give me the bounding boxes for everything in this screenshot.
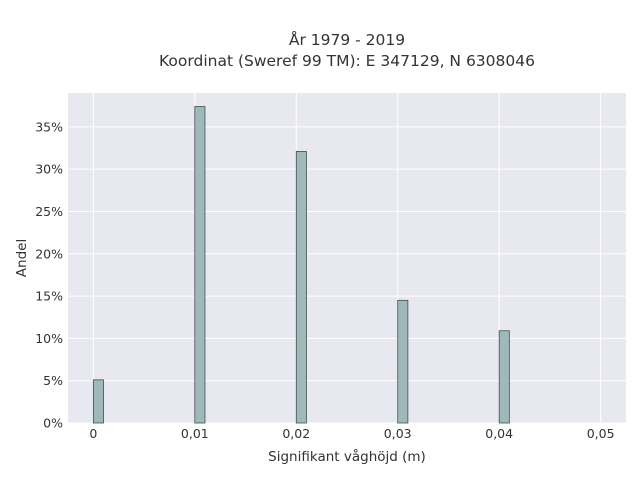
y-axis-label: Andel (14, 239, 30, 277)
histogram-bar (498, 330, 510, 424)
chart-title-line1: År 1979 - 2019 (289, 30, 405, 49)
y-tick-label: 5% (43, 373, 63, 388)
x-tick-label: 0 (89, 426, 97, 441)
y-tick-label: 10% (35, 331, 63, 346)
histogram-bar (295, 150, 307, 424)
y-tick-label: 15% (35, 289, 63, 304)
x-axis-label: Signifikant våghöjd (m) (268, 448, 426, 465)
y-tick-label: 30% (35, 162, 63, 177)
y-gridlines (68, 126, 626, 424)
y-tick-label: 35% (35, 119, 63, 134)
y-tick-labels: 0% 5% 10% 15% 20% 25% 30% 35% (35, 119, 63, 430)
y-tick-label: 25% (35, 204, 63, 219)
x-tick-label: 0,05 (587, 426, 615, 441)
y-tick-label: 0% (43, 416, 63, 431)
histogram-bar (397, 299, 409, 424)
x-tick-label: 0,04 (485, 426, 513, 441)
chart-title-line2: Koordinat (Sweref 99 TM): E 347129, N 63… (159, 52, 535, 70)
x-tick-label: 0,03 (384, 426, 412, 441)
histogram-bar (92, 379, 104, 424)
y-tick-label: 20% (35, 246, 63, 261)
plot-area (68, 93, 626, 423)
bars (92, 106, 510, 424)
histogram-bar (194, 106, 206, 424)
x-tick-label: 0,01 (181, 426, 209, 441)
x-tick-labels: 0 0,01 0,02 0,03 0,04 0,05 (89, 426, 614, 441)
x-tick-label: 0,02 (282, 426, 310, 441)
